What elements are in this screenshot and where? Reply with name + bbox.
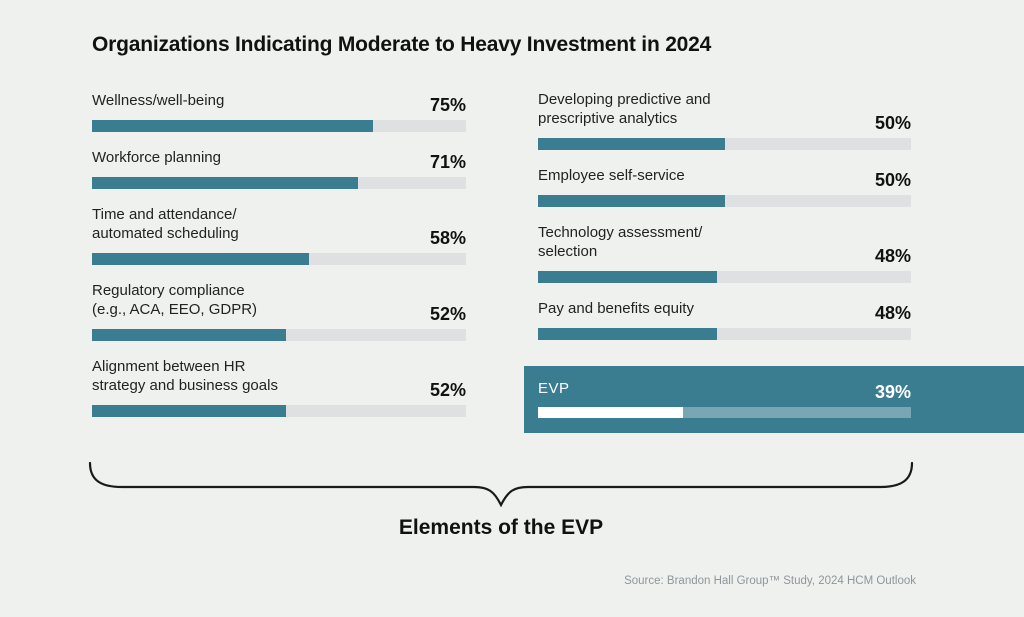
bar-label: Employee self-service: [538, 167, 685, 184]
bar-column-right: Developing predictive and prescriptive a…: [524, 90, 1024, 433]
bar-label: Technology assessment/ selection: [538, 224, 703, 260]
evp-highlight-box: EVP 39%: [524, 366, 1024, 433]
bar-fill: [92, 405, 287, 417]
bar-fill: [92, 177, 358, 189]
bar-fill: [538, 328, 718, 340]
bar-row-head: Developing predictive and prescriptive a…: [538, 90, 911, 132]
bar-label: Regulatory compliance (e.g., ACA, EEO, G…: [92, 282, 258, 318]
bar-row-head: Technology assessment/ selection 48%: [538, 223, 911, 265]
bar-column-left: Wellness/well-being 75% Workforce planni…: [92, 91, 466, 433]
curly-brace: [88, 461, 914, 507]
bar-row-head: Regulatory compliance (e.g., ACA, EEO, G…: [92, 281, 466, 323]
bar-label: Wellness/well-being: [92, 92, 225, 109]
bar-fill: [538, 271, 718, 283]
bar-row-head: Employee self-service 50%: [538, 166, 911, 189]
evp-row: EVP 39%: [538, 379, 911, 418]
bar-track: [92, 120, 466, 132]
bar-value: 52%: [429, 304, 466, 324]
bar-fill: [92, 120, 373, 132]
bar-row: Pay and benefits equity 48%: [538, 299, 911, 340]
bar-value: 50%: [874, 170, 911, 190]
brace-caption: Elements of the EVP: [398, 516, 604, 539]
bar-value: 52%: [429, 380, 466, 400]
bar-row-head: Alignment between HR strategy and busine…: [92, 357, 466, 399]
bar-label: EVP: [538, 380, 570, 397]
bar-label: Workforce planning: [92, 149, 221, 166]
bar-row-head: Workforce planning 71%: [92, 148, 466, 171]
bar-fill: [538, 195, 725, 207]
bar-track: [538, 138, 911, 150]
bar-row: Time and attendance/ automated schedulin…: [92, 205, 466, 265]
bar-row: Employee self-service 50%: [538, 166, 911, 207]
bar-row-head: Time and attendance/ automated schedulin…: [92, 205, 466, 247]
bar-label: Pay and benefits equity: [538, 300, 694, 317]
bar-row-head: Pay and benefits equity 48%: [538, 299, 911, 322]
bar-fill: [538, 407, 684, 418]
bar-value: 75%: [429, 95, 466, 115]
bar-fill: [538, 138, 725, 150]
bar-track: [92, 253, 466, 265]
bar-track: [92, 177, 466, 189]
chart-title: Organizations Indicating Moderate to Hea…: [92, 33, 712, 56]
bar-value: 71%: [429, 152, 466, 172]
evp-row-head: EVP 39%: [538, 379, 911, 402]
bar-track: [538, 328, 911, 340]
bar-row: Technology assessment/ selection 48%: [538, 223, 911, 283]
bar-row: Wellness/well-being 75%: [92, 91, 466, 132]
bar-track: [92, 405, 466, 417]
bar-fill: [92, 329, 287, 341]
bar-value: 48%: [874, 246, 911, 266]
bar-track: [538, 407, 911, 418]
bar-row-head: Wellness/well-being 75%: [92, 91, 466, 114]
bar-row: Regulatory compliance (e.g., ACA, EEO, G…: [92, 281, 466, 341]
bar-row: Workforce planning 71%: [92, 148, 466, 189]
bar-label: Developing predictive and prescriptive a…: [538, 91, 711, 127]
bar-value: 58%: [429, 228, 466, 248]
bar-fill: [92, 253, 309, 265]
bar-value: 50%: [874, 113, 911, 133]
bar-value: 48%: [874, 303, 911, 323]
source-note: Source: Brandon Hall Group™ Study, 2024 …: [624, 575, 916, 587]
bar-row: Developing predictive and prescriptive a…: [538, 90, 911, 150]
bar-label: Alignment between HR strategy and busine…: [92, 358, 278, 394]
bar-track: [538, 271, 911, 283]
bar-label: Time and attendance/ automated schedulin…: [92, 206, 239, 242]
bar-track: [92, 329, 466, 341]
bar-value: 39%: [874, 382, 911, 402]
bar-row: Alignment between HR strategy and busine…: [92, 357, 466, 417]
bar-track: [538, 195, 911, 207]
